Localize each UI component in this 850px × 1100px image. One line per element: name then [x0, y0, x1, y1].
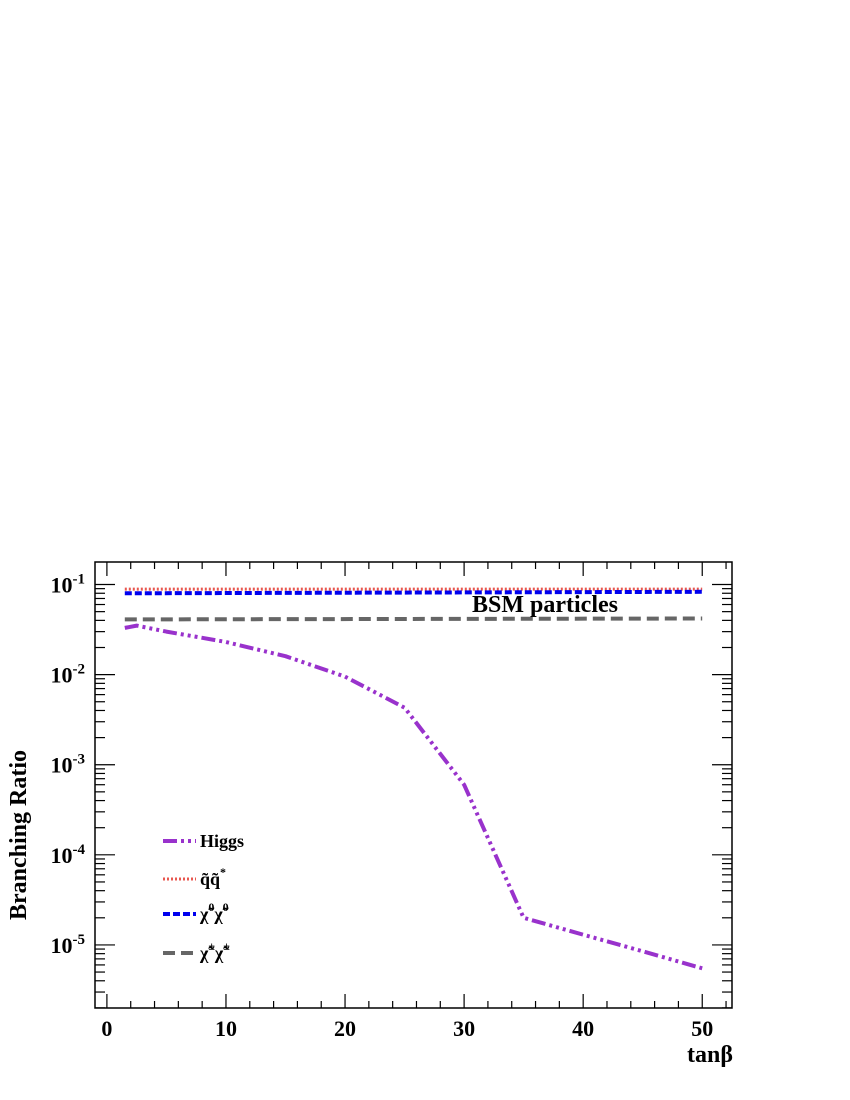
- y-tick-label-exponent: -2: [73, 662, 86, 678]
- y-tick-label: 10-1: [51, 572, 86, 598]
- plot-frame: [94, 561, 733, 1009]
- x-tick-label: 50: [691, 1016, 713, 1041]
- legend-label-superscript: 0: [223, 900, 229, 914]
- y-tick-label-exponent: -5: [73, 932, 86, 948]
- legend-label-superscript: *: [220, 865, 226, 879]
- y-axis-title: Branching Ratio: [6, 750, 32, 920]
- legend-label: Higgs: [200, 831, 244, 851]
- series-lines: [124, 587, 703, 971]
- axis-ticks: [95, 562, 732, 1009]
- x-tick-label: 20: [334, 1016, 356, 1041]
- x-tick-label: 0: [101, 1016, 112, 1041]
- legend-label-superscript: ±: [208, 939, 215, 953]
- y-tick-label-base: 10: [51, 573, 73, 598]
- x-tick-label: 40: [572, 1016, 594, 1041]
- x-axis-title: tanβ: [687, 1042, 733, 1068]
- y-tick-label-base: 10: [51, 663, 73, 688]
- y-tick-label: 10-4: [51, 842, 86, 868]
- legend-label: q̃q̃*: [200, 865, 226, 889]
- legend-label-main: Higgs: [200, 831, 244, 851]
- y-tick-label-base: 10: [51, 843, 73, 868]
- legend-label: χ̃0χ̃0: [199, 900, 229, 924]
- series-line-4: [124, 616, 703, 622]
- legend-label: χ̃±χ̃±: [199, 939, 230, 963]
- x-tick-label: 10: [215, 1016, 237, 1041]
- legend-label-main: q̃q̃: [200, 869, 220, 889]
- y-tick-label-base: 10: [51, 933, 73, 958]
- legend: Higgs q̃q̃* χ̃0χ̃0 χ̃±χ̃±: [163, 831, 244, 963]
- y-tick-label-exponent: -3: [73, 752, 86, 768]
- x-tick-label: 30: [453, 1016, 475, 1041]
- y-tick-label: 10-2: [51, 662, 86, 688]
- y-tick-label: 10-5: [51, 932, 86, 958]
- y-tick-label-exponent: -4: [73, 842, 86, 858]
- series-line-3: [124, 589, 703, 596]
- legend-label-superscript: ±: [223, 939, 230, 953]
- y-tick-label-base: 10: [51, 753, 73, 778]
- y-tick-label: 10-3: [51, 752, 86, 778]
- series-line-1: [124, 623, 703, 971]
- annotation-bsm-particles: BSM particles: [472, 592, 618, 618]
- legend-label-superscript: 0: [208, 900, 214, 914]
- y-tick-label-exponent: -1: [73, 572, 86, 588]
